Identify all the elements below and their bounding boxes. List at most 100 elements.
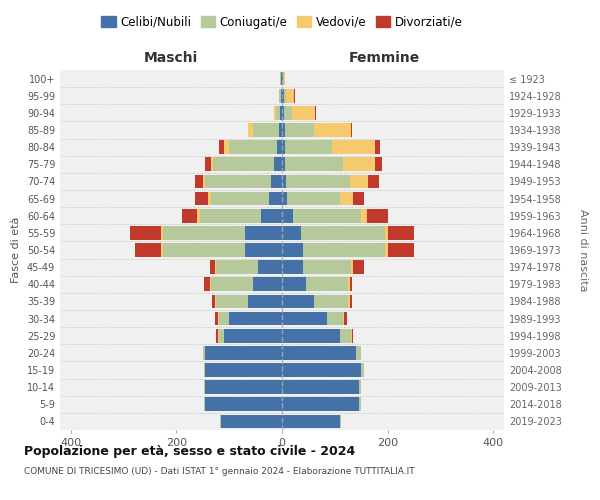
Bar — [205, 380, 282, 394]
Bar — [280, 123, 282, 137]
Bar — [303, 243, 385, 257]
Bar — [356, 346, 361, 360]
Bar — [161, 226, 163, 239]
Bar — [284, 123, 314, 137]
Bar — [224, 329, 282, 342]
Bar — [306, 278, 348, 291]
Bar — [282, 243, 303, 257]
Bar — [353, 192, 364, 205]
Bar — [343, 312, 344, 326]
Bar — [282, 278, 306, 291]
Bar — [197, 209, 200, 222]
Bar — [220, 414, 221, 428]
Bar — [348, 294, 350, 308]
Bar — [282, 89, 284, 102]
Bar — [344, 312, 347, 326]
Bar — [253, 123, 280, 137]
Bar — [282, 294, 314, 308]
Text: Maschi: Maschi — [144, 51, 198, 65]
Bar — [195, 174, 203, 188]
Bar — [208, 192, 211, 205]
Bar — [205, 398, 282, 411]
Bar — [215, 294, 216, 308]
Bar — [258, 260, 282, 274]
Bar — [261, 209, 282, 222]
Bar — [282, 329, 340, 342]
Bar — [281, 72, 282, 86]
Bar — [340, 329, 351, 342]
Bar — [350, 278, 352, 291]
Bar — [368, 174, 379, 188]
Bar — [229, 312, 282, 326]
Text: COMUNE DI TRICESIMO (UD) - Dati ISTAT 1° gennaio 2024 - Elaborazione TUTTITALIA.: COMUNE DI TRICESIMO (UD) - Dati ISTAT 1°… — [24, 468, 415, 476]
Bar — [182, 209, 197, 222]
Bar — [218, 329, 224, 342]
Bar — [361, 209, 367, 222]
Bar — [216, 260, 258, 274]
Bar — [248, 123, 253, 137]
Bar — [284, 140, 332, 154]
Bar — [284, 106, 292, 120]
Bar — [385, 226, 388, 239]
Bar — [314, 294, 348, 308]
Bar — [215, 312, 218, 326]
Bar — [340, 192, 353, 205]
Bar — [351, 260, 353, 274]
Bar — [282, 123, 284, 137]
Bar — [216, 294, 248, 308]
Bar — [204, 363, 205, 377]
Bar — [135, 243, 161, 257]
Bar — [204, 278, 209, 291]
Bar — [385, 243, 388, 257]
Text: Femmine: Femmine — [349, 51, 420, 65]
Bar — [282, 380, 359, 394]
Bar — [130, 226, 161, 239]
Text: Popolazione per età, sesso e stato civile - 2024: Popolazione per età, sesso e stato civil… — [24, 445, 355, 458]
Bar — [248, 294, 282, 308]
Bar — [271, 174, 282, 188]
Bar — [161, 243, 163, 257]
Bar — [388, 226, 414, 239]
Bar — [351, 123, 352, 137]
Bar — [282, 174, 286, 188]
Bar — [195, 192, 208, 205]
Bar — [282, 398, 359, 411]
Bar — [269, 192, 282, 205]
Y-axis label: Fasce di età: Fasce di età — [11, 217, 21, 283]
Bar — [204, 398, 205, 411]
Bar — [211, 278, 253, 291]
Bar — [282, 140, 284, 154]
Bar — [303, 260, 351, 274]
Bar — [282, 192, 287, 205]
Bar — [367, 209, 388, 222]
Bar — [286, 89, 294, 102]
Bar — [203, 346, 205, 360]
Bar — [359, 398, 361, 411]
Bar — [282, 346, 356, 360]
Bar — [361, 363, 364, 377]
Bar — [284, 89, 286, 102]
Bar — [292, 106, 316, 120]
Bar — [204, 380, 205, 394]
Bar — [301, 226, 385, 239]
Bar — [213, 158, 274, 171]
Bar — [203, 174, 205, 188]
Bar — [277, 140, 282, 154]
Bar — [314, 123, 351, 137]
Bar — [351, 329, 352, 342]
Bar — [343, 158, 374, 171]
Bar — [274, 158, 282, 171]
Bar — [205, 158, 211, 171]
Bar — [352, 329, 353, 342]
Bar — [282, 209, 293, 222]
Bar — [224, 140, 229, 154]
Bar — [163, 243, 245, 257]
Bar — [205, 174, 271, 188]
Bar — [163, 226, 245, 239]
Bar — [281, 89, 282, 102]
Bar — [284, 158, 343, 171]
Bar — [205, 363, 282, 377]
Bar — [353, 260, 364, 274]
Bar — [374, 140, 380, 154]
Bar — [359, 380, 361, 394]
